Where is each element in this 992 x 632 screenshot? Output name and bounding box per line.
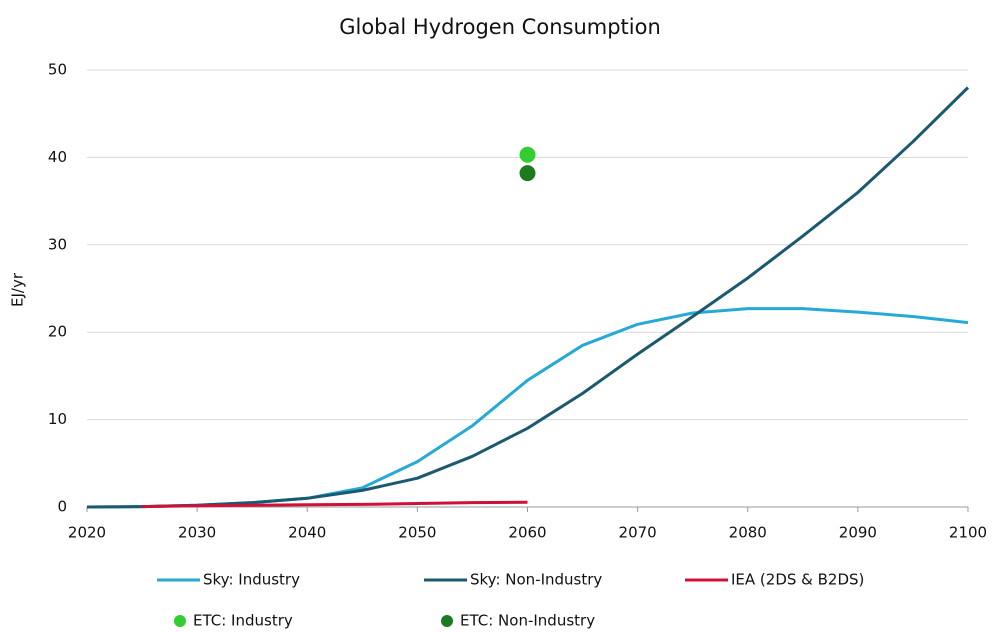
legend-label: ETC: Non-Industry: [460, 612, 595, 630]
series-line: [86, 307, 969, 509]
legend-marker: [441, 615, 453, 627]
x-tick-label: 2030: [178, 524, 216, 542]
y-axis-label: EJ/yr: [9, 272, 27, 307]
y-tick-label: 30: [48, 235, 67, 253]
legend-label: Sky: Non-Industry: [470, 571, 602, 589]
x-tick-label: 2090: [839, 524, 877, 542]
x-tick-label: 2080: [729, 524, 767, 542]
x-tick-label: 2020: [68, 524, 106, 542]
series-line: [142, 500, 528, 509]
legend-label: ETC: Industry: [193, 612, 293, 630]
x-tick-label: 2060: [508, 524, 546, 542]
y-tick-label: 10: [48, 410, 67, 428]
x-tick-label: 2070: [619, 524, 657, 542]
y-tick-label: 0: [57, 498, 67, 516]
legend-label: Sky: Industry: [203, 571, 300, 589]
x-tick-label: 2050: [398, 524, 436, 542]
x-tick-label: 2040: [288, 524, 326, 542]
y-tick-label: 40: [48, 148, 67, 166]
y-tick-label: 20: [48, 323, 67, 341]
chart-title: Global Hydrogen Consumption: [339, 15, 661, 39]
data-point: [519, 165, 536, 182]
x-tick-label: 2100: [949, 524, 987, 542]
series-line: [86, 86, 970, 509]
legend-label: IEA (2DS & B2DS): [731, 571, 864, 589]
legend-marker: [174, 615, 186, 627]
y-tick-label: 50: [48, 61, 67, 79]
data-point: [519, 146, 536, 163]
